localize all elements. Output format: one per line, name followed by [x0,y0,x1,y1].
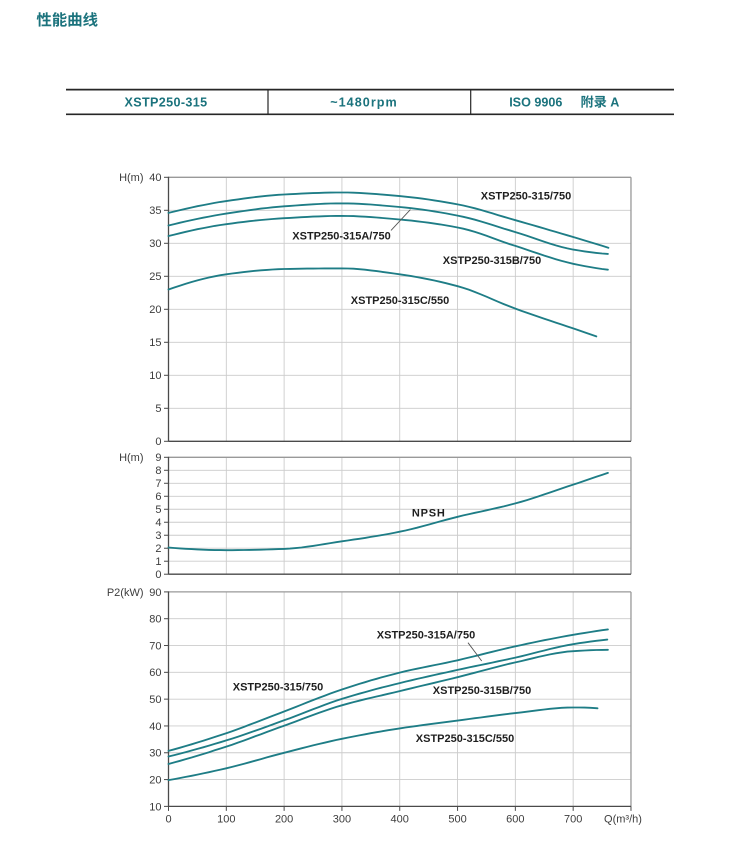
svg-text:XSTP250-315/750: XSTP250-315/750 [233,681,324,693]
svg-text:2: 2 [155,543,161,555]
svg-text:300: 300 [333,814,351,826]
svg-text:3: 3 [155,530,161,542]
svg-text:H(m): H(m) [119,172,143,184]
svg-text:1: 1 [155,556,161,568]
svg-text:5: 5 [155,504,161,516]
svg-text:40: 40 [149,721,161,733]
svg-text:25: 25 [149,271,161,283]
svg-text:700: 700 [564,814,582,826]
svg-text:20: 20 [149,304,161,316]
svg-text:70: 70 [149,640,161,652]
svg-text:30: 30 [149,238,161,250]
svg-text:0: 0 [155,569,161,581]
svg-text:100: 100 [217,814,235,826]
svg-text:90: 90 [149,587,161,599]
svg-text:6: 6 [155,491,161,503]
svg-text:30: 30 [149,748,161,760]
svg-text:XSTP250-315: XSTP250-315 [125,96,208,110]
svg-text:600: 600 [506,814,524,826]
svg-text:Q(m³/h): Q(m³/h) [604,814,642,826]
svg-text:500: 500 [448,814,466,826]
svg-text:9: 9 [155,452,161,464]
svg-text:60: 60 [149,667,161,679]
svg-text:400: 400 [391,814,409,826]
svg-text:XSTP250-315C/550: XSTP250-315C/550 [416,733,514,745]
svg-text:NPSH: NPSH [412,507,446,519]
svg-text:XSTP250-315A/750: XSTP250-315A/750 [377,630,475,642]
svg-text:XSTP250-315C/550: XSTP250-315C/550 [351,295,449,307]
svg-text:0: 0 [155,436,161,448]
svg-text:40: 40 [149,172,161,184]
svg-text:XSTP250-315/750: XSTP250-315/750 [481,191,572,203]
svg-text:0: 0 [165,814,171,826]
svg-text:20: 20 [149,774,161,786]
svg-text:4: 4 [155,517,161,529]
svg-text:~1480rpm: ~1480rpm [330,96,398,110]
svg-text:P2(kW): P2(kW) [107,587,144,599]
svg-text:15: 15 [149,337,161,349]
svg-text:7: 7 [155,478,161,490]
svg-text:200: 200 [275,814,293,826]
svg-text:H(m): H(m) [119,452,143,464]
svg-text:5: 5 [155,403,161,415]
svg-text:A: A [610,96,619,110]
svg-text:10: 10 [149,370,161,382]
svg-text:8: 8 [155,465,161,477]
svg-text:80: 80 [149,614,161,626]
svg-text:10: 10 [149,801,161,813]
svg-text:XSTP250-315B/750: XSTP250-315B/750 [433,685,531,697]
svg-text:ISO 9906: ISO 9906 [509,96,562,110]
svg-text:50: 50 [149,694,161,706]
svg-text:XSTP250-315B/750: XSTP250-315B/750 [443,255,541,267]
svg-text:35: 35 [149,205,161,217]
svg-text:XSTP250-315A/750: XSTP250-315A/750 [292,230,390,242]
